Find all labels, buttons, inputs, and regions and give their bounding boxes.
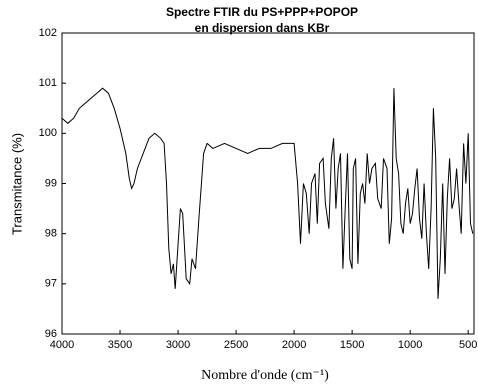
y-tick-label: 97 (45, 278, 57, 290)
y-tick-label: 98 (45, 228, 57, 240)
y-axis-label: Transmitance (%) (9, 133, 24, 235)
y-tick-label: 101 (39, 77, 57, 89)
y-tick-label: 99 (45, 177, 57, 189)
x-tick-label: 3500 (108, 339, 132, 351)
chart-title: Spectre FTIR du PS+PPP+POPOP (166, 5, 358, 19)
x-tick-label: 3000 (166, 339, 190, 351)
x-tick-label: 500 (459, 339, 477, 351)
y-tick-label: 102 (39, 27, 57, 39)
x-tick-label: 2500 (224, 339, 248, 351)
y-tick-label: 96 (45, 328, 57, 340)
y-tick-label: 100 (39, 127, 57, 139)
x-axis-label: Nombre d'onde (cm⁻¹) (201, 368, 329, 383)
x-tick-label: 2000 (282, 339, 306, 351)
spectrum-line (61, 87, 474, 299)
x-tick-label: 1500 (340, 339, 364, 351)
x-tick-label: 1000 (398, 339, 422, 351)
x-tick-label: 4000 (50, 339, 74, 351)
plot-frame (61, 32, 475, 335)
chart-subtitle: en dispersion dans KBr (195, 21, 330, 35)
